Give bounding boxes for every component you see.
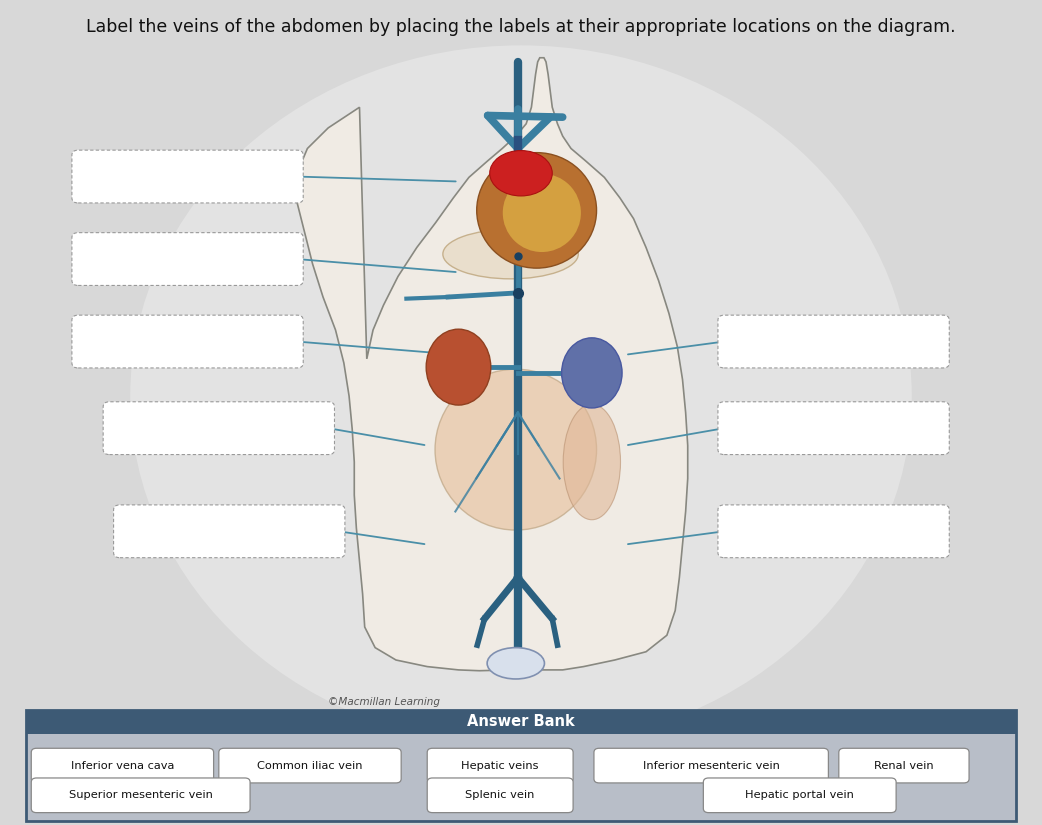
Ellipse shape xyxy=(563,404,620,520)
Text: Answer Bank: Answer Bank xyxy=(467,714,575,729)
Text: Common iliac vein: Common iliac vein xyxy=(257,761,363,771)
Text: Label the veins of the abdomen by placing the labels at their appropriate locati: Label the veins of the abdomen by placin… xyxy=(86,18,956,36)
FancyBboxPatch shape xyxy=(427,778,573,813)
Polygon shape xyxy=(297,58,688,671)
Ellipse shape xyxy=(562,338,622,408)
FancyBboxPatch shape xyxy=(26,710,1016,734)
Text: Splenic vein: Splenic vein xyxy=(466,790,535,800)
Text: Inferior vena cava: Inferior vena cava xyxy=(71,761,174,771)
Text: Renal vein: Renal vein xyxy=(874,761,934,771)
Ellipse shape xyxy=(435,370,596,530)
Text: Superior mesenteric vein: Superior mesenteric vein xyxy=(69,790,213,800)
Ellipse shape xyxy=(443,229,578,279)
Ellipse shape xyxy=(487,648,544,679)
FancyBboxPatch shape xyxy=(839,748,969,783)
FancyBboxPatch shape xyxy=(31,748,214,783)
FancyBboxPatch shape xyxy=(72,315,303,368)
Ellipse shape xyxy=(426,329,491,405)
FancyBboxPatch shape xyxy=(31,778,250,813)
FancyBboxPatch shape xyxy=(718,402,949,455)
FancyBboxPatch shape xyxy=(219,748,401,783)
Ellipse shape xyxy=(503,173,581,252)
FancyBboxPatch shape xyxy=(114,505,345,558)
FancyBboxPatch shape xyxy=(103,402,334,455)
Ellipse shape xyxy=(490,150,552,196)
Text: Inferior mesenteric vein: Inferior mesenteric vein xyxy=(643,761,779,771)
Text: Hepatic veins: Hepatic veins xyxy=(462,761,539,771)
FancyBboxPatch shape xyxy=(718,505,949,558)
Ellipse shape xyxy=(476,153,596,268)
FancyBboxPatch shape xyxy=(594,748,828,783)
FancyBboxPatch shape xyxy=(718,315,949,368)
FancyBboxPatch shape xyxy=(703,778,896,813)
FancyBboxPatch shape xyxy=(427,748,573,783)
FancyBboxPatch shape xyxy=(26,710,1016,821)
Text: Hepatic portal vein: Hepatic portal vein xyxy=(745,790,854,800)
Text: ©Macmillan Learning: ©Macmillan Learning xyxy=(328,697,440,707)
FancyBboxPatch shape xyxy=(72,150,303,203)
Ellipse shape xyxy=(130,45,912,747)
FancyBboxPatch shape xyxy=(72,233,303,285)
